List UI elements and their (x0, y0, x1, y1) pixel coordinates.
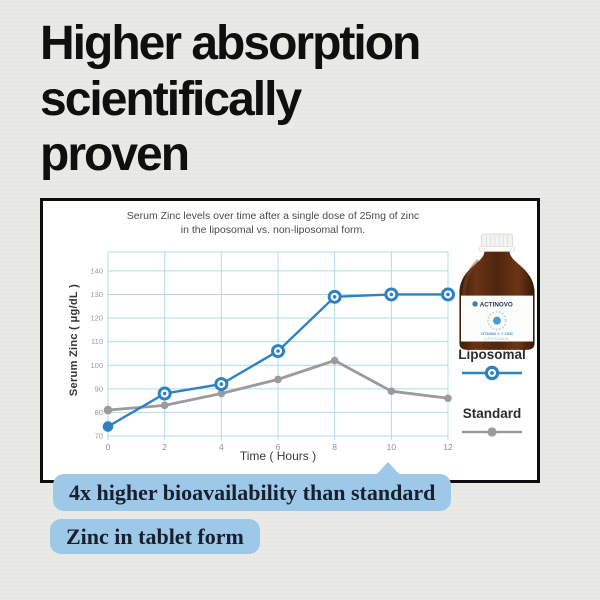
x-tick-label: 0 (106, 442, 111, 452)
chart-title: Serum Zinc levels over time after a sing… (126, 210, 420, 236)
standard-marker (387, 387, 396, 395)
y-tick-label: 80 (95, 408, 103, 417)
standard-marker (103, 405, 113, 415)
liposome-dot-icon (493, 316, 501, 325)
legend-liposomal-label: Liposomal (458, 347, 526, 362)
product-bottle-image: ACTINOVO VITAMIN C + ZINC LIPOSOMAL (459, 233, 535, 350)
legend-standard-label: Standard (462, 406, 522, 421)
y-tick-label: 100 (90, 361, 103, 370)
standard-marker (444, 394, 452, 403)
chart-card: Serum Zinc levels over time after a sing… (40, 198, 540, 483)
bottle-cap (478, 233, 516, 252)
brand-logo-icon (472, 301, 478, 307)
serum-zinc-line-chart: 70 80 90 100 110 120 130 140 0 2 4 6 8 10 12 (90, 251, 455, 452)
y-tick-label: 70 (95, 432, 103, 441)
callout-tablet-form: Zinc in tablet form (50, 519, 260, 554)
liposomal-legend-marker-icon (462, 365, 522, 381)
bottle-brand-text: ACTINOVO (480, 301, 513, 308)
callout-bioavailability: 4x higher bioavailability than standard (53, 462, 452, 511)
y-tick-label: 90 (95, 384, 103, 393)
x-axis-label: Time ( Hours ) (239, 449, 317, 463)
y-tick-label: 110 (91, 337, 103, 346)
x-tick-label: 8 (332, 442, 337, 452)
standard-marker (217, 389, 226, 398)
standard-marker (160, 401, 169, 410)
bottle-label: ACTINOVO VITAMIN C + ZINC LIPOSOMAL (461, 295, 533, 342)
liposomal-marker-dot (276, 349, 280, 353)
liposomal-marker-dot (332, 295, 337, 299)
y-tick-label: 140 (90, 266, 103, 275)
standard-marker (274, 375, 282, 384)
standard-marker (330, 356, 339, 365)
liposomal-marker-dot (389, 292, 394, 297)
liposomal-marker-dot (162, 391, 167, 396)
liposomal-marker-dot (219, 382, 224, 386)
callout-tail-up-icon (375, 462, 401, 476)
bottle-label-line1: VITAMIN C + ZINC (481, 332, 514, 336)
liposomal-marker (102, 421, 114, 432)
liposomal-marker-dot (446, 292, 450, 297)
bottle-label-line2: LIPOSOMAL (484, 337, 510, 341)
page-title: Higher absorption scientifically proven (40, 17, 421, 182)
y-tick-label: 120 (90, 314, 103, 323)
x-tick-label: 6 (276, 442, 281, 452)
standard-legend-marker-icon (462, 427, 522, 437)
y-tick-label: 130 (90, 290, 103, 299)
callout-tablet-form-text: Zinc in tablet form (66, 524, 244, 549)
callout-bioavailability-text: 4x higher bioavailability than standard (69, 480, 436, 505)
x-tick-label: 12 (443, 442, 453, 452)
x-tick-label: 2 (162, 442, 167, 452)
x-tick-label: 10 (387, 442, 397, 452)
y-axis-label: Serum Zinc ( μg/dL ) (68, 283, 80, 397)
x-tick-label: 4 (219, 442, 224, 452)
